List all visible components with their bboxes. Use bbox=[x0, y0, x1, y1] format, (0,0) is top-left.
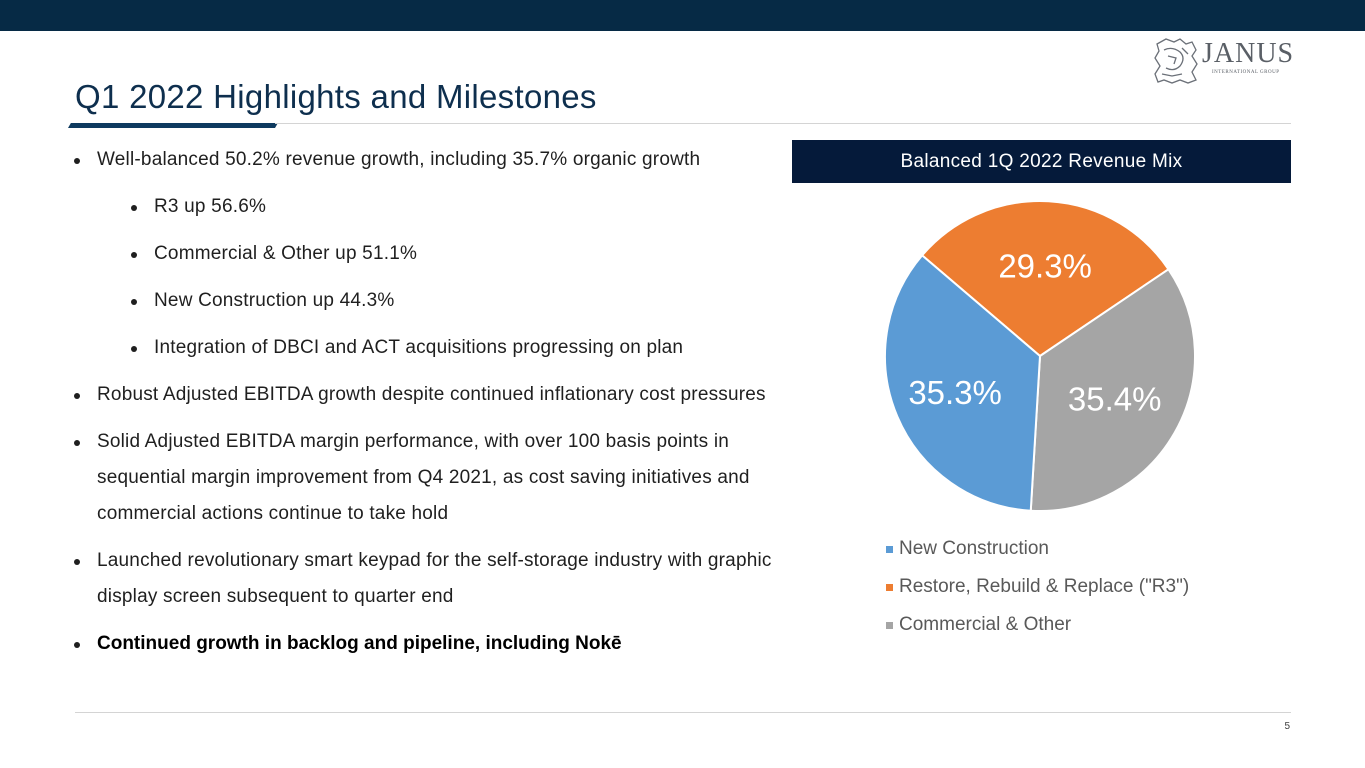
legend-label: New Construction bbox=[899, 538, 1049, 559]
bullet-item: Continued growth in backlog and pipeline… bbox=[70, 626, 785, 662]
bullet-item: Launched revolutionary smart keypad for … bbox=[70, 543, 785, 615]
legend-swatch-icon bbox=[886, 622, 893, 629]
bullet-item: Integration of DBCI and ACT acquisitions… bbox=[70, 330, 785, 366]
bullet-text: Commercial & Other up 51.1% bbox=[154, 243, 418, 264]
bullet-dot-icon bbox=[74, 158, 80, 164]
legend-swatch-icon bbox=[886, 546, 893, 553]
bullet-dot-icon bbox=[74, 559, 80, 565]
bullet-item: Robust Adjusted EBITDA growth despite co… bbox=[70, 377, 785, 413]
legend-label: Commercial & Other bbox=[899, 614, 1072, 635]
bullet-text: Well-balanced 50.2% revenue growth, incl… bbox=[97, 149, 701, 170]
logo-tagline: INTERNATIONAL GROUP bbox=[1212, 70, 1280, 75]
legend-item-r3: Restore, Rebuild & Replace ("R3") bbox=[886, 574, 1189, 612]
legend-item-commercial-other: Commercial & Other bbox=[886, 612, 1189, 650]
bullet-text: Launched revolutionary smart keypad for … bbox=[97, 550, 772, 607]
page-title: Q1 2022 Highlights and Milestones bbox=[75, 78, 597, 115]
bullet-text: New Construction up 44.3% bbox=[154, 290, 395, 311]
title-divider bbox=[275, 123, 1291, 124]
bullet-item: R3 up 56.6% bbox=[70, 189, 785, 225]
bullet-text: Robust Adjusted EBITDA growth despite co… bbox=[97, 384, 766, 405]
bullet-dot-icon bbox=[74, 393, 80, 399]
bullet-text: R3 up 56.6% bbox=[154, 196, 267, 217]
bullet-item: New Construction up 44.3% bbox=[70, 283, 785, 319]
pie-label-r3: 29.3% bbox=[998, 247, 1092, 284]
bullet-dot-icon bbox=[74, 440, 80, 446]
bullet-dot-icon bbox=[131, 346, 137, 352]
footer-divider bbox=[75, 712, 1291, 713]
revenue-mix-pie-chart: 29.3% 35.4% 35.3% bbox=[884, 200, 1196, 512]
bullet-dot-icon bbox=[131, 299, 137, 305]
legend-label: Restore, Rebuild & Replace ("R3") bbox=[899, 576, 1190, 597]
bullet-item: Solid Adjusted EBITDA margin performance… bbox=[70, 424, 785, 532]
pie-slice-commercial-other bbox=[1029, 267, 1196, 512]
top-banner bbox=[0, 0, 1365, 31]
bullet-dot-icon bbox=[131, 205, 137, 211]
lion-crest-icon bbox=[1154, 38, 1198, 84]
pie-label-commercial-other: 35.4% bbox=[1068, 381, 1162, 418]
bullet-dot-icon bbox=[74, 642, 80, 648]
logo-wordmark: JANUS bbox=[1202, 38, 1295, 69]
chart-legend: New Construction Restore, Rebuild & Repla… bbox=[886, 536, 1189, 650]
bullet-item: Well-balanced 50.2% revenue growth, incl… bbox=[70, 142, 785, 178]
bullet-text: Solid Adjusted EBITDA margin performance… bbox=[97, 431, 750, 524]
bullet-text: Integration of DBCI and ACT acquisitions… bbox=[154, 337, 684, 358]
chart-title: Balanced 1Q 2022 Revenue Mix bbox=[792, 140, 1291, 183]
legend-swatch-icon bbox=[886, 584, 893, 591]
bullet-dot-icon bbox=[131, 252, 137, 258]
highlights-list: Well-balanced 50.2% revenue growth, incl… bbox=[70, 142, 785, 673]
title-underline-accent bbox=[68, 123, 278, 128]
pie-label-new-construction: 35.3% bbox=[908, 374, 1002, 411]
pie-slice-new-construction bbox=[884, 253, 1042, 512]
legend-item-new-construction: New Construction bbox=[886, 536, 1189, 574]
bullet-text: Continued growth in backlog and pipeline… bbox=[97, 633, 622, 654]
page-number: 5 bbox=[1284, 721, 1290, 732]
pie-slice-r3 bbox=[920, 200, 1170, 358]
bullet-item: Commercial & Other up 51.1% bbox=[70, 236, 785, 272]
